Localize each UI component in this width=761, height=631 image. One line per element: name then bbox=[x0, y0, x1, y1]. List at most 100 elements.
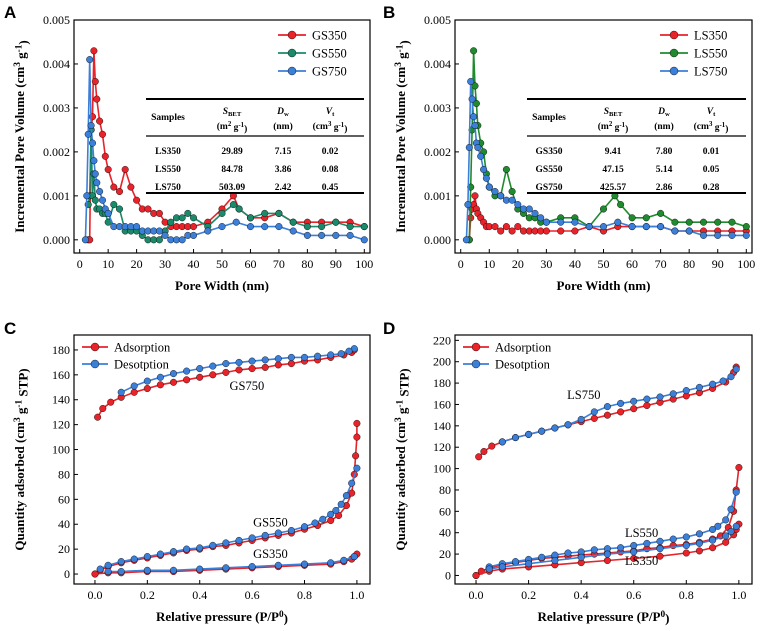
data-point bbox=[467, 77, 475, 85]
legend-label: GS550 bbox=[312, 47, 347, 61]
series-line bbox=[475, 523, 740, 577]
data-point bbox=[542, 227, 550, 235]
data-point bbox=[90, 47, 98, 55]
data-point bbox=[169, 548, 177, 556]
y-tick-label: 0 bbox=[445, 568, 451, 582]
data-point bbox=[353, 464, 361, 472]
panel-letter: B bbox=[383, 3, 395, 22]
superscript: -1 bbox=[238, 122, 244, 129]
data-point bbox=[189, 231, 197, 239]
data-point bbox=[360, 236, 368, 244]
data-point bbox=[514, 223, 522, 231]
data-point bbox=[722, 516, 730, 524]
data-point bbox=[643, 402, 651, 410]
data-point bbox=[155, 209, 163, 217]
x-tick-label: 0.8 bbox=[679, 588, 694, 602]
data-point bbox=[121, 165, 129, 173]
data-point bbox=[512, 434, 520, 442]
x-tick-label: 0.0 bbox=[469, 588, 484, 602]
data-point bbox=[204, 227, 212, 235]
superscript: 2 bbox=[609, 121, 613, 128]
data-point bbox=[235, 536, 243, 544]
text-run: (cm bbox=[313, 121, 328, 132]
x-tick-label: 0.4 bbox=[192, 588, 207, 602]
data-point bbox=[115, 205, 123, 213]
series-group bbox=[462, 47, 750, 244]
x-tick-label: 60 bbox=[626, 257, 638, 271]
superscript: -1 bbox=[395, 44, 405, 52]
legend-marker bbox=[471, 359, 481, 369]
table-cell: 503.09 bbox=[219, 183, 245, 193]
data-point bbox=[470, 47, 478, 55]
data-point bbox=[248, 534, 256, 542]
superscript: 3 bbox=[328, 121, 332, 128]
data-point bbox=[209, 541, 217, 549]
data-point bbox=[287, 353, 295, 361]
data-point bbox=[287, 527, 295, 535]
data-point bbox=[222, 539, 230, 547]
legend-marker bbox=[669, 66, 679, 76]
table-cell: 2.42 bbox=[275, 183, 292, 193]
data-point bbox=[96, 565, 104, 573]
x-axis: 0 10 20 30 40 50 60 70 80 90 100 bbox=[77, 249, 373, 271]
data-point bbox=[155, 227, 163, 235]
data-point bbox=[91, 196, 99, 204]
data-point bbox=[502, 223, 510, 231]
table-header-sub: t bbox=[713, 111, 716, 118]
table-header-sub: BET bbox=[228, 111, 242, 118]
text-run: ) bbox=[396, 40, 411, 44]
data-point bbox=[514, 201, 522, 209]
data-point bbox=[603, 557, 611, 565]
data-point bbox=[248, 365, 256, 373]
data-point bbox=[695, 383, 703, 391]
superscript: 3 bbox=[394, 417, 404, 422]
data-point bbox=[261, 223, 269, 231]
text-run: STP) bbox=[396, 368, 411, 399]
table-header-main: V bbox=[326, 107, 333, 117]
x-axis: 0.0 0.2 0.4 0.6 0.8 1.0 bbox=[87, 580, 364, 602]
data-point bbox=[709, 536, 717, 544]
data-point bbox=[491, 223, 499, 231]
x-tick-label: 100 bbox=[737, 257, 755, 271]
x-tick-label: 0.8 bbox=[297, 588, 312, 602]
data-point bbox=[474, 143, 482, 151]
superscript: 3 bbox=[709, 121, 713, 128]
data-point bbox=[156, 373, 164, 381]
data-point bbox=[133, 196, 141, 204]
data-point bbox=[117, 558, 125, 566]
data-point bbox=[261, 356, 269, 364]
data-point bbox=[99, 405, 107, 413]
data-point bbox=[682, 533, 690, 541]
data-point bbox=[94, 413, 102, 421]
x-axis-title: Relative pressure (P/P0) bbox=[537, 609, 669, 626]
data-point bbox=[209, 371, 217, 379]
table-header: Vt bbox=[707, 107, 716, 118]
text-run: (cm bbox=[694, 121, 709, 132]
legend-label: Desotption bbox=[495, 358, 551, 372]
data-point bbox=[229, 201, 237, 209]
data-point bbox=[104, 165, 112, 173]
y-tick-label: 100 bbox=[433, 462, 451, 476]
legend-marker bbox=[669, 48, 679, 58]
table-cell: 0.05 bbox=[703, 165, 720, 175]
table-cell: 2.86 bbox=[656, 183, 673, 193]
y-tick-label: 0.000 bbox=[424, 233, 451, 247]
superscript: -1 bbox=[619, 122, 625, 129]
data-point bbox=[130, 388, 138, 396]
table-header-main: V bbox=[707, 107, 714, 117]
data-point bbox=[508, 196, 516, 204]
data-point bbox=[117, 388, 125, 396]
data-point bbox=[91, 77, 99, 85]
y-tick-label: 60 bbox=[58, 492, 70, 506]
x-tick-label: 0.0 bbox=[87, 588, 102, 602]
y-axis-title: Quantity adsorbed (cm3 g-1 STP) bbox=[393, 368, 411, 550]
data-point bbox=[196, 373, 204, 381]
table-cell: 0.02 bbox=[322, 147, 339, 157]
panel-c: C 0.0 0.2 0.4 0.6 0.8 1.0 0 20 40 60 80 100 120 140 160… bbox=[4, 319, 371, 626]
data-point bbox=[301, 353, 309, 361]
data-point bbox=[84, 130, 92, 138]
data-point bbox=[87, 121, 95, 129]
data-point bbox=[727, 505, 735, 513]
